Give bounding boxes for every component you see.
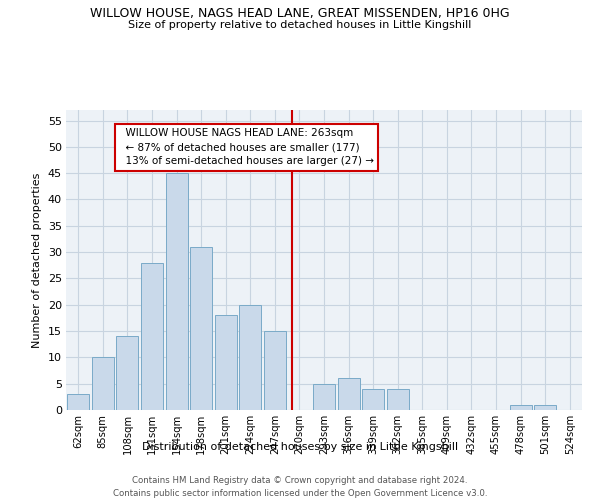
Bar	[509, 404, 532, 410]
Bar	[190, 247, 212, 410]
Text: WILLOW HOUSE NAGS HEAD LANE: 263sqm
  ← 87% of detached houses are smaller (177): WILLOW HOUSE NAGS HEAD LANE: 263sqm ← 87…	[119, 128, 374, 166]
Bar	[313, 384, 335, 410]
Bar	[534, 404, 556, 410]
Bar	[239, 304, 262, 410]
Bar	[264, 331, 286, 410]
Text: Size of property relative to detached houses in Little Kingshill: Size of property relative to detached ho…	[128, 20, 472, 30]
Bar	[116, 336, 139, 410]
Bar	[141, 262, 163, 410]
Text: Contains HM Land Registry data © Crown copyright and database right 2024.
Contai: Contains HM Land Registry data © Crown c…	[113, 476, 487, 498]
Text: WILLOW HOUSE, NAGS HEAD LANE, GREAT MISSENDEN, HP16 0HG: WILLOW HOUSE, NAGS HEAD LANE, GREAT MISS…	[90, 8, 510, 20]
Bar	[166, 173, 188, 410]
Bar	[215, 316, 237, 410]
Bar	[386, 389, 409, 410]
Y-axis label: Number of detached properties: Number of detached properties	[32, 172, 42, 348]
Bar	[92, 358, 114, 410]
Bar	[338, 378, 359, 410]
Text: Distribution of detached houses by size in Little Kingshill: Distribution of detached houses by size …	[142, 442, 458, 452]
Bar	[67, 394, 89, 410]
Bar	[362, 389, 384, 410]
